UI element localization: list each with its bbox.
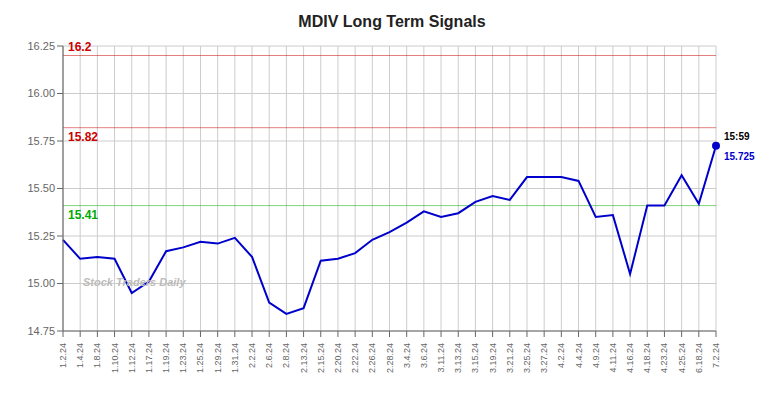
svg-text:1.25.24: 1.25.24 bbox=[195, 343, 205, 373]
svg-text:4.4.24: 4.4.24 bbox=[574, 343, 584, 368]
svg-text:4.23.24: 4.23.24 bbox=[659, 343, 669, 373]
svg-text:15.75: 15.75 bbox=[27, 135, 55, 147]
svg-text:6.18.24: 6.18.24 bbox=[694, 343, 704, 373]
svg-text:1.29.24: 1.29.24 bbox=[213, 343, 223, 373]
svg-text:7.2.24: 7.2.24 bbox=[711, 343, 721, 368]
svg-text:15.82: 15.82 bbox=[68, 130, 98, 144]
svg-text:3.21.24: 3.21.24 bbox=[505, 343, 515, 373]
svg-text:2.6.24: 2.6.24 bbox=[264, 343, 274, 368]
svg-text:1.12.24: 1.12.24 bbox=[127, 343, 137, 373]
svg-text:15.25: 15.25 bbox=[27, 230, 55, 242]
svg-text:2.8.24: 2.8.24 bbox=[281, 343, 291, 368]
svg-text:4.9.24: 4.9.24 bbox=[591, 343, 601, 368]
svg-text:16.2: 16.2 bbox=[68, 40, 92, 54]
svg-text:1.8.24: 1.8.24 bbox=[92, 343, 102, 368]
svg-text:15.725: 15.725 bbox=[724, 151, 755, 162]
svg-text:16.25: 16.25 bbox=[27, 40, 55, 52]
svg-text:3.25.24: 3.25.24 bbox=[522, 343, 532, 373]
svg-text:15.50: 15.50 bbox=[27, 182, 55, 194]
svg-text:1.31.24: 1.31.24 bbox=[230, 343, 240, 373]
html-text:Stock Traders Daily: Stock Traders Daily bbox=[83, 276, 186, 288]
svg-text:2.15.24: 2.15.24 bbox=[316, 343, 326, 373]
svg-text:3.19.24: 3.19.24 bbox=[488, 343, 498, 373]
svg-text:4.16.24: 4.16.24 bbox=[625, 343, 635, 373]
svg-text:15:59: 15:59 bbox=[724, 131, 750, 142]
svg-text:2.2.24: 2.2.24 bbox=[247, 343, 257, 368]
svg-text:1.17.24: 1.17.24 bbox=[144, 343, 154, 373]
svg-text:15.41: 15.41 bbox=[68, 208, 98, 222]
svg-text:1.19.24: 1.19.24 bbox=[161, 343, 171, 373]
svg-text:4.25.24: 4.25.24 bbox=[677, 343, 687, 373]
html-text:MDIV Long Term Signals: MDIV Long Term Signals bbox=[298, 13, 486, 30]
svg-text:1.23.24: 1.23.24 bbox=[178, 343, 188, 373]
svg-text:1.10.24: 1.10.24 bbox=[110, 343, 120, 373]
svg-text:16.00: 16.00 bbox=[27, 87, 55, 99]
svg-text:14.75: 14.75 bbox=[27, 325, 55, 337]
svg-text:4.11.24: 4.11.24 bbox=[608, 343, 618, 372]
svg-text:3.15.24: 3.15.24 bbox=[470, 343, 480, 373]
svg-text:3.13.24: 3.13.24 bbox=[453, 343, 463, 373]
svg-text:3.4.24: 3.4.24 bbox=[402, 343, 412, 368]
svg-text:1.2.24: 1.2.24 bbox=[58, 343, 68, 368]
svg-text:3.6.24: 3.6.24 bbox=[419, 343, 429, 368]
svg-text:3.11.24: 3.11.24 bbox=[436, 343, 446, 372]
svg-text:4.2.24: 4.2.24 bbox=[556, 343, 566, 368]
svg-text:2.13.24: 2.13.24 bbox=[299, 343, 309, 373]
svg-text:2.20.24: 2.20.24 bbox=[333, 343, 343, 373]
svg-text:2.28.24: 2.28.24 bbox=[385, 343, 395, 373]
svg-text:2.26.24: 2.26.24 bbox=[367, 343, 377, 373]
svg-text:1.4.24: 1.4.24 bbox=[75, 343, 85, 368]
svg-text:3.27.24: 3.27.24 bbox=[539, 343, 549, 373]
svg-text:2.22.24: 2.22.24 bbox=[350, 343, 360, 373]
svg-text:4.18.24: 4.18.24 bbox=[642, 343, 652, 373]
svg-text:15.00: 15.00 bbox=[27, 277, 55, 289]
